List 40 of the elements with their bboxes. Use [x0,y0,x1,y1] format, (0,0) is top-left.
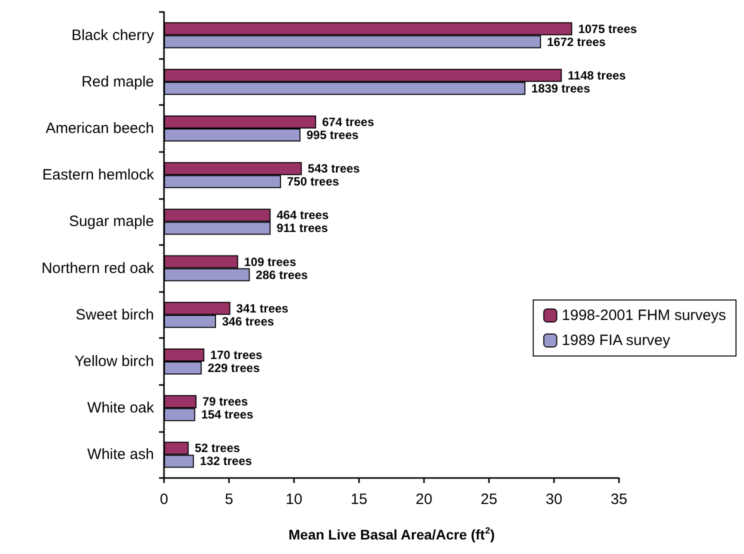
annotation: 341 trees [236,301,289,316]
x-tick-label: 15 [350,491,368,508]
y-tick-label: Sweet birch [76,306,154,324]
annotation: 674 trees [322,115,374,129]
annotation: 286 trees [256,268,308,282]
annotation: 229 trees [208,361,260,375]
annotation: 1839 trees [531,81,590,96]
annotation: 1148 trees [568,68,626,82]
y-tick-label: Northern red oak [41,260,154,277]
x-tick-label: 30 [546,491,562,508]
annotation: 79 trees [202,394,248,409]
x-tick-label: 10 [286,491,302,508]
y-tick-label: Black cherry [71,26,154,44]
annotation: 52 trees [194,441,240,456]
x-tick-label: 20 [416,491,432,508]
annotation: 109 trees [244,254,296,269]
legend-label: 1989 FIA survey [562,332,671,349]
y-tick-label: White ash [87,446,154,464]
annotation: 750 trees [287,174,340,189]
annotation: 170 trees [210,348,263,362]
y-tick-label: Yellow birch [74,353,154,370]
annotation: 1672 trees [547,34,606,49]
x-tick-label: 5 [224,491,234,508]
x-tick-label: 25 [480,491,498,508]
y-tick-label: Eastern hemlock [42,166,154,184]
y-tick-label: American beech [46,120,154,137]
annotation: 911 trees [276,221,328,236]
x-tick-label: 35 [610,491,628,508]
annotation: 346 trees [222,314,274,328]
legend-label: 1998-2001 FHM surveys [562,307,726,324]
y-tick-label: Red maple [81,73,154,90]
y-tick-label: Sugar maple [68,213,154,230]
annotation: 464 trees [276,208,329,222]
x-tick-label: 0 [160,491,168,508]
annotation: 995 trees [306,128,359,142]
annotation: 543 trees [308,162,360,176]
annotation: 132 trees [200,454,252,468]
annotation: 154 trees [201,408,254,422]
annotation: 1075 trees [578,22,638,36]
y-tick-label: White oak [87,400,154,417]
